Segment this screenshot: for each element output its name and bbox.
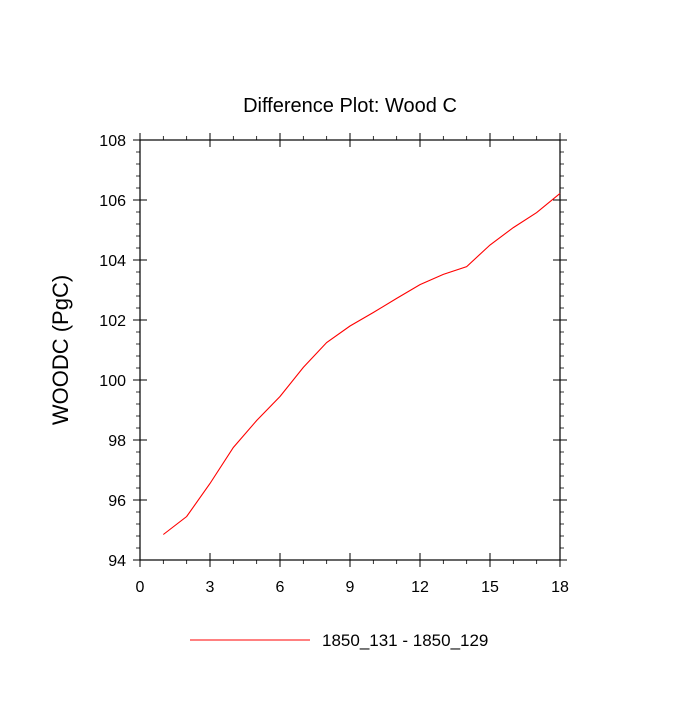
- x-tick-label: 3: [206, 579, 215, 596]
- x-tick-label: 0: [136, 579, 145, 596]
- y-tick-label: 96: [108, 493, 126, 510]
- chart-title: Difference Plot: Wood C: [243, 95, 457, 117]
- y-tick-label: 94: [108, 553, 126, 570]
- series-line-0: [162, 192, 561, 535]
- plot-area: 0 3 6 9 12 15 18 94 96 98 100 102 104 106 108: [99, 133, 569, 596]
- y-tick-label: 106: [99, 193, 126, 210]
- y-tick-label: 100: [99, 373, 126, 390]
- x-tick-label: 15: [481, 579, 499, 596]
- legend: 1850_131 - 1850_129: [190, 631, 488, 650]
- x-tick-label: 9: [346, 579, 355, 596]
- y-tick-label: 102: [99, 313, 126, 330]
- y-tick-label: 108: [99, 133, 126, 150]
- x-tick-label: 6: [276, 579, 285, 596]
- x-tick-label: 12: [411, 579, 429, 596]
- plot-frame: [139, 139, 561, 561]
- y-tick-label: 104: [99, 253, 126, 270]
- x-tick-label: 18: [551, 579, 569, 596]
- legend-label: 1850_131 - 1850_129: [322, 631, 488, 650]
- y-tick-label: 98: [108, 433, 126, 450]
- y-axis-label: WOODC (PgC): [48, 275, 73, 425]
